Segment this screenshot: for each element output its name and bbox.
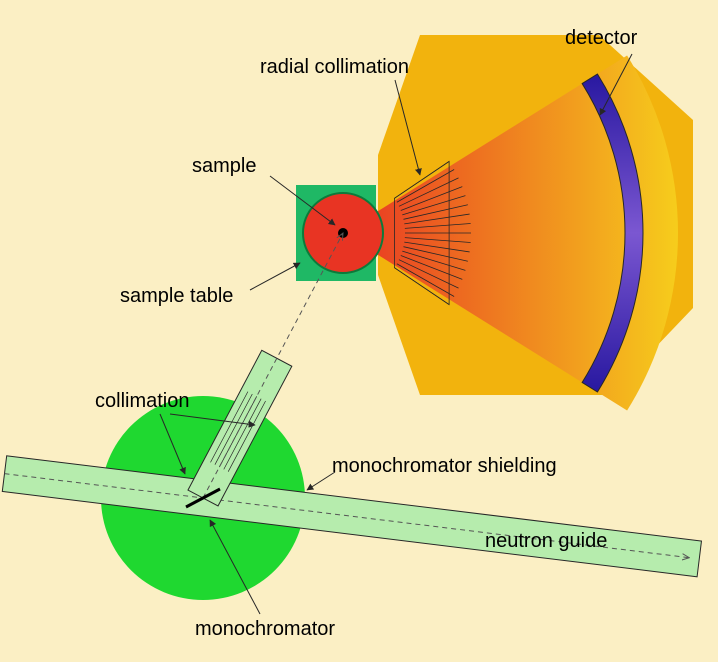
label-sample: sample (192, 155, 256, 178)
label-radial-collimation: radial collimation (260, 56, 409, 79)
label-neutron-guide: neutron guide (485, 530, 607, 553)
label-sample-table: sample table (120, 285, 233, 308)
label-monochromator-shielding: monochromator shielding (332, 455, 557, 478)
label-collimation: collimation (95, 390, 189, 413)
label-detector: detector (565, 27, 637, 50)
label-monochromator: monochromator (195, 618, 335, 641)
